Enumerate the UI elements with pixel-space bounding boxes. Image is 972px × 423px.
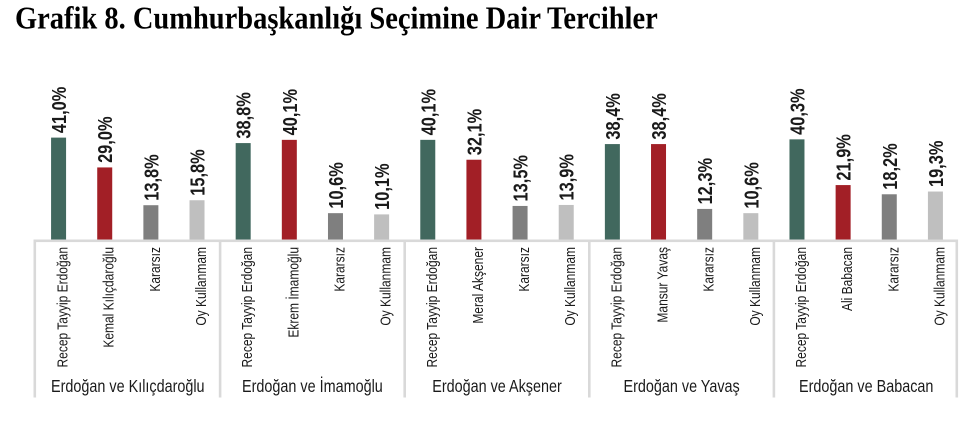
svg-text:Grafik 8. Cumhurbaşkanlığı Seç: Grafik 8. Cumhurbaşkanlığı Seçimine Dair… [15,0,658,36]
svg-text:Oy Kullanmam: Oy Kullanmam [747,247,764,326]
svg-text:13,8%: 13,8% [140,154,163,200]
svg-text:29,0%: 29,0% [94,116,117,162]
svg-text:Erdoğan ve Yavaş: Erdoğan ve Yavaş [623,377,739,397]
svg-text:38,8%: 38,8% [232,92,255,138]
svg-text:Erdoğan ve Kılıçdaroğlu: Erdoğan ve Kılıçdaroğlu [51,377,205,397]
svg-text:Kararsız: Kararsız [700,247,717,292]
svg-text:Recep Tayyip Erdoğan: Recep Tayyip Erdoğan [608,247,625,367]
svg-text:Kemal Kılıçdaroğlu: Kemal Kılıçdaroğlu [100,247,117,348]
svg-text:Kararsız: Kararsız [885,247,902,292]
svg-text:18,2%: 18,2% [878,143,901,189]
svg-text:12,3%: 12,3% [694,158,717,204]
svg-text:Ekrem İmamoğlu: Ekrem İmamoğlu [285,247,302,338]
svg-text:Meral Akşener: Meral Akşener [470,247,487,324]
svg-text:Recep Tayyip Erdoğan: Recep Tayyip Erdoğan [424,247,441,367]
svg-text:Kararsız: Kararsız [516,247,533,292]
svg-text:13,5%: 13,5% [509,155,532,201]
svg-text:13,9%: 13,9% [555,154,578,200]
svg-text:19,3%: 19,3% [924,141,947,187]
svg-text:10,1%: 10,1% [371,163,394,209]
svg-text:40,1%: 40,1% [278,89,301,135]
svg-text:Erdoğan ve Babacan: Erdoğan ve Babacan [799,377,933,397]
svg-text:21,9%: 21,9% [832,134,855,180]
svg-text:32,1%: 32,1% [463,109,486,155]
svg-text:Erdoğan ve İmamoğlu: Erdoğan ve İmamoğlu [242,375,383,396]
svg-text:40,3%: 40,3% [786,88,809,134]
svg-text:Erdoğan ve Akşener: Erdoğan ve Akşener [432,377,562,397]
svg-text:15,8%: 15,8% [186,149,209,195]
svg-text:Kararsız: Kararsız [331,247,348,292]
svg-text:Mansur Yavaş: Mansur Yavaş [654,247,671,323]
svg-text:41,0%: 41,0% [47,87,70,133]
svg-text:10,6%: 10,6% [740,162,763,208]
svg-text:Oy Kullanmam: Oy Kullanmam [193,247,210,326]
svg-text:40,1%: 40,1% [417,89,440,135]
svg-text:Recep Tayyip Erdoğan: Recep Tayyip Erdoğan [54,247,71,367]
svg-text:Ali Babacan: Ali Babacan [839,247,856,311]
svg-text:38,4%: 38,4% [601,93,624,139]
svg-text:Kararsız: Kararsız [147,247,164,292]
svg-text:Oy Kullanmam: Oy Kullanmam [562,247,579,326]
svg-text:Recep Tayyip Erdoğan: Recep Tayyip Erdoğan [793,247,810,367]
svg-text:Oy Kullanmam: Oy Kullanmam [931,247,948,326]
svg-text:Oy Kullanmam: Oy Kullanmam [377,247,394,326]
svg-text:Recep Tayyip Erdoğan: Recep Tayyip Erdoğan [239,247,256,367]
svg-text:10,6%: 10,6% [324,162,347,208]
svg-text:38,4%: 38,4% [647,93,670,139]
